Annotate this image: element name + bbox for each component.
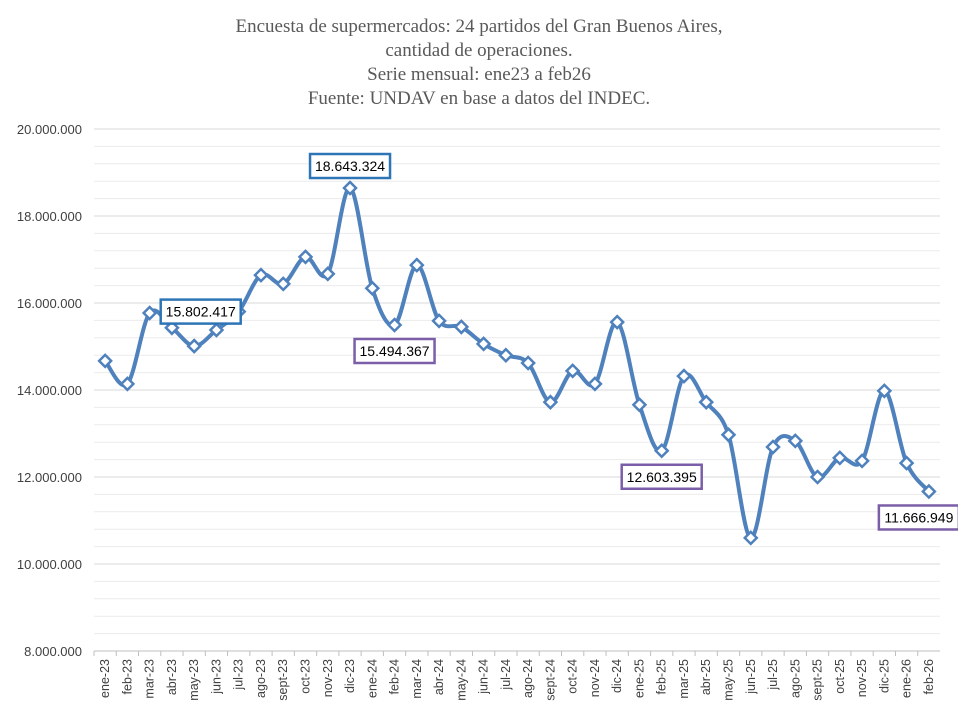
data-point-marker bbox=[498, 347, 514, 363]
y-tick-label: 14.000.000 bbox=[17, 383, 82, 398]
data-point-marker bbox=[475, 336, 492, 352]
x-tick-label: jun-25 bbox=[744, 659, 758, 695]
data-point-marker bbox=[921, 483, 937, 500]
data-label: 18.643.324 bbox=[315, 158, 385, 174]
x-tick-label: nov-24 bbox=[588, 659, 602, 697]
data-point-marker bbox=[364, 280, 381, 296]
x-tick-label: abr-25 bbox=[699, 659, 713, 695]
x-tick-label: sept-24 bbox=[543, 659, 557, 701]
data-point-marker bbox=[542, 394, 559, 410]
data-point-marker bbox=[119, 376, 136, 392]
chart-title-line-3: Serie mensual: ene23 a feb26 bbox=[367, 64, 591, 85]
data-point-marker bbox=[141, 305, 158, 321]
x-tick-label: mar-24 bbox=[410, 659, 424, 699]
data-point-marker bbox=[97, 353, 113, 369]
chart-title-line-2: cantidad de operaciones. bbox=[385, 40, 573, 61]
data-point-marker bbox=[520, 355, 536, 371]
data-point-marker bbox=[275, 276, 292, 292]
data-point-marker bbox=[208, 322, 225, 338]
data-point-marker bbox=[609, 314, 625, 330]
x-tick-label: ago-23 bbox=[254, 659, 268, 698]
data-label-box bbox=[353, 337, 436, 365]
x-tick-label: oct-23 bbox=[299, 659, 313, 694]
data-point-marker bbox=[564, 363, 581, 379]
data-point-marker bbox=[342, 180, 358, 196]
data-point-marker bbox=[787, 433, 804, 449]
x-tick-label: may-25 bbox=[722, 659, 736, 701]
x-tick-label: abr-23 bbox=[165, 659, 179, 695]
data-label: 15.802.417 bbox=[166, 304, 236, 320]
data-point-marker bbox=[297, 249, 314, 265]
x-tick-label: feb-23 bbox=[120, 659, 134, 694]
data-point-marker bbox=[186, 338, 202, 354]
x-tick-label: feb-24 bbox=[388, 659, 402, 694]
data-point-marker bbox=[653, 442, 670, 459]
x-tick-label: jun-23 bbox=[209, 659, 223, 695]
data-point-marker bbox=[431, 313, 447, 329]
x-tick-label: jul-24 bbox=[499, 659, 513, 691]
data-label-box bbox=[620, 463, 703, 491]
data-point-marker bbox=[631, 397, 648, 413]
data-label-box bbox=[159, 298, 242, 325]
data-point-marker bbox=[876, 383, 893, 399]
chart-title-line-1: Encuesta de supermercados: 24 partidos d… bbox=[235, 16, 723, 37]
x-tick-label: dic-23 bbox=[343, 659, 357, 693]
x-tick-label: sept-23 bbox=[276, 659, 290, 701]
chart-title-line-4: Fuente: UNDAV en base a datos del INDEC. bbox=[307, 88, 651, 109]
data-point-marker bbox=[720, 427, 737, 443]
data-point-marker bbox=[453, 319, 470, 335]
y-tick-label: 16.000.000 bbox=[17, 296, 82, 311]
x-tick-label: oct-24 bbox=[566, 659, 580, 694]
x-tick-label: ene-24 bbox=[365, 659, 379, 698]
y-tick-label: 18.000.000 bbox=[17, 209, 82, 224]
data-point-marker bbox=[765, 439, 781, 455]
data-label: 11.666.949 bbox=[884, 509, 953, 525]
x-tick-label: dic-25 bbox=[877, 659, 891, 693]
y-tick-label: 12.000.000 bbox=[17, 470, 82, 485]
data-point-marker bbox=[698, 394, 715, 410]
x-tick-label: feb-26 bbox=[922, 659, 936, 694]
series-line bbox=[103, 186, 931, 540]
data-label-box bbox=[877, 504, 958, 531]
data-point-marker bbox=[319, 266, 336, 282]
x-tick-label: ene-25 bbox=[632, 659, 646, 698]
data-point-marker bbox=[832, 450, 848, 466]
data-point-marker bbox=[587, 376, 603, 392]
x-tick-label: ago-24 bbox=[521, 659, 535, 698]
x-tick-label: may-24 bbox=[454, 659, 468, 701]
x-tick-label: dic-24 bbox=[610, 659, 624, 693]
x-tick-label: mar-23 bbox=[143, 659, 157, 699]
x-tick-label: jul-23 bbox=[232, 659, 246, 691]
x-tick-label: abr-24 bbox=[432, 659, 446, 695]
x-tick-label: oct-25 bbox=[833, 659, 847, 694]
data-point-marker bbox=[742, 530, 759, 546]
x-tick-label: may-23 bbox=[187, 659, 201, 701]
y-tick-label: 10.000.000 bbox=[17, 557, 82, 572]
data-point-marker bbox=[854, 453, 870, 469]
data-label: 15.494.367 bbox=[360, 343, 430, 359]
x-tick-label: nov-25 bbox=[855, 659, 869, 697]
x-tick-label: mar-25 bbox=[677, 659, 691, 699]
data-point-marker bbox=[253, 267, 269, 283]
x-tick-label: ene-23 bbox=[98, 659, 112, 698]
x-tick-label: ene-26 bbox=[900, 659, 914, 698]
x-tick-label: jun-24 bbox=[477, 659, 491, 695]
data-point-marker bbox=[386, 317, 403, 333]
data-point-marker bbox=[676, 368, 692, 384]
x-tick-label: feb-25 bbox=[655, 659, 669, 694]
x-tick-label: sept-25 bbox=[811, 659, 825, 701]
y-tick-label: 20.000.000 bbox=[17, 122, 82, 137]
data-label: 12.603.395 bbox=[627, 469, 697, 485]
data-point-marker bbox=[409, 257, 425, 273]
y-tick-label: 8.000.000 bbox=[24, 644, 82, 659]
x-tick-label: jul-25 bbox=[766, 659, 780, 691]
data-point-marker bbox=[898, 455, 915, 471]
data-point-marker bbox=[809, 469, 826, 485]
x-tick-label: nov-23 bbox=[321, 659, 335, 697]
x-tick-label: ago-25 bbox=[788, 659, 802, 698]
data-label-box bbox=[308, 152, 392, 180]
